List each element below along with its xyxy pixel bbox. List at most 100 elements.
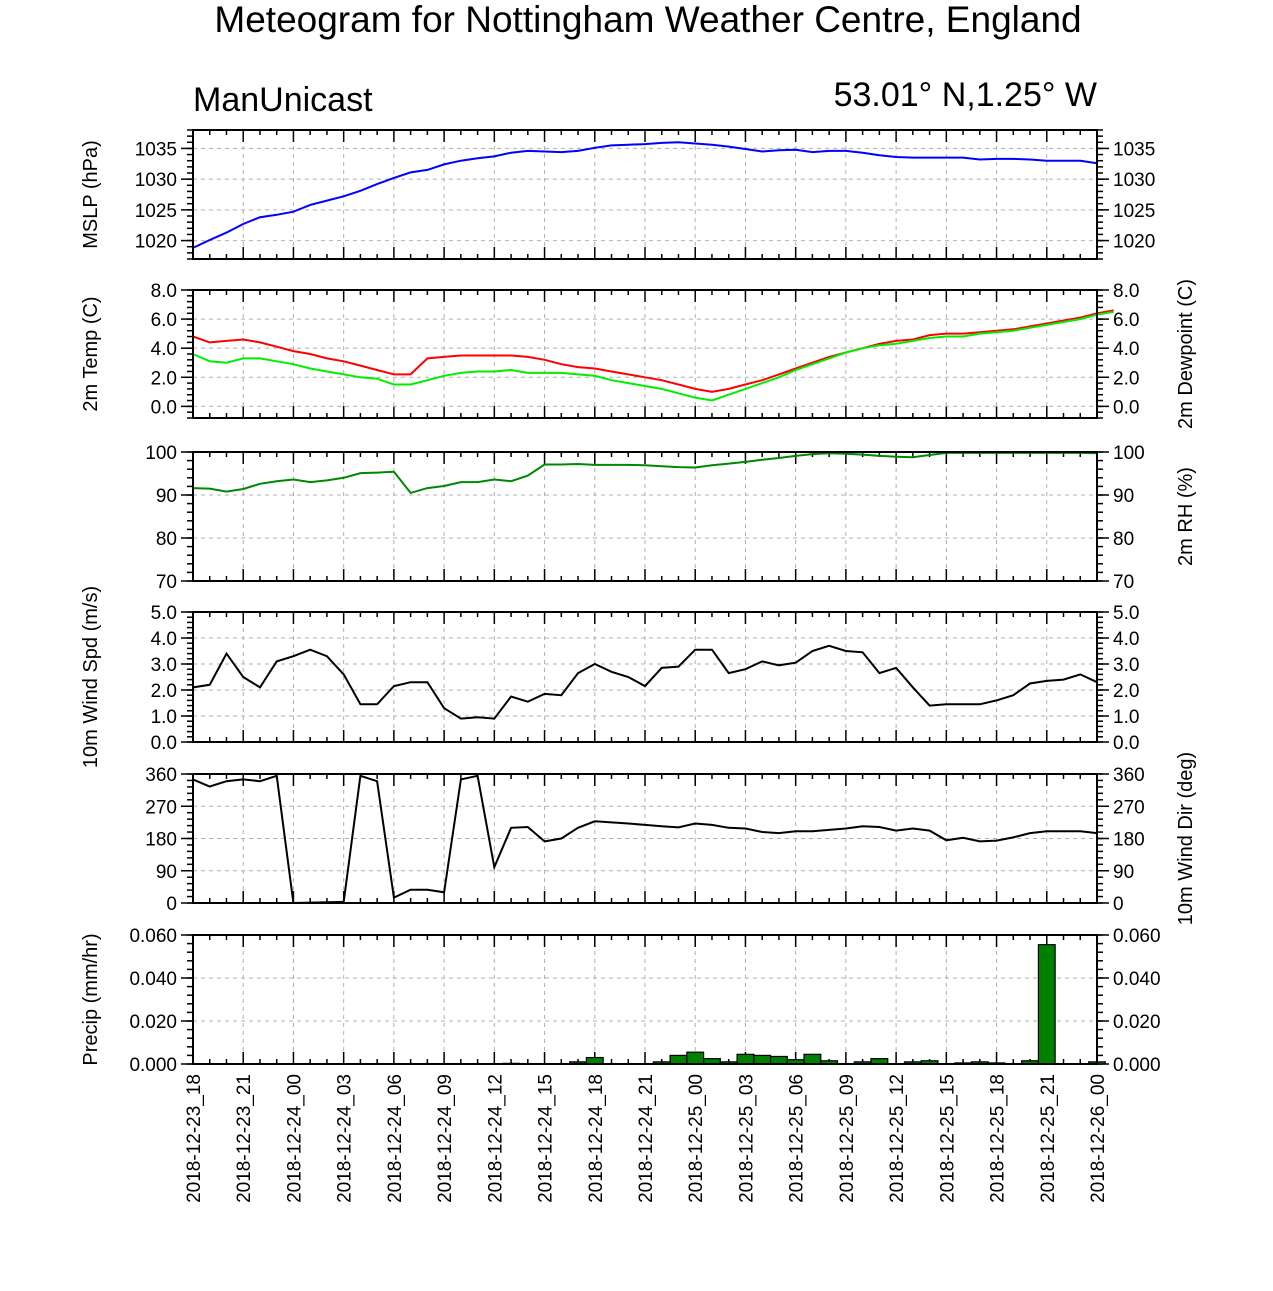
- y-tick-label-right: 80: [1113, 529, 1134, 550]
- x-tick-label: 2018-12-26_00: [1088, 1074, 1109, 1203]
- y-tick-label-right: 0.060: [1113, 926, 1161, 947]
- model-name: ManUnicast: [193, 81, 373, 119]
- y-tick-label: 2.0: [151, 368, 177, 389]
- x-tick-label: 2018-12-25_06: [787, 1074, 808, 1203]
- y-tick-label-right: 1035: [1113, 139, 1155, 160]
- y-tick-label-right: 90: [1113, 486, 1134, 507]
- panels: 1020 1020 1025 1025 1030 1030 1035 1035 MSLP (hP…: [80, 129, 1197, 1203]
- y-tick-label-right: 0.020: [1113, 1012, 1161, 1033]
- y-tick-label-right: 5.0: [1113, 603, 1139, 624]
- y-axis-label-right: 10m Wind Dir (deg): [1175, 752, 1197, 925]
- series-line-temp-0: [192, 309, 1114, 393]
- x-tick-label: 2018-12-24_18: [586, 1074, 607, 1203]
- y-tick-label-right: 100: [1113, 443, 1145, 464]
- series-line-wind_speed-0: [192, 644, 1098, 720]
- y-tick-label-right: 270: [1113, 797, 1145, 818]
- y-tick-label: 4.0: [151, 339, 177, 360]
- y-tick-label: 2.0: [151, 681, 177, 702]
- x-tick-label: 2018-12-25_09: [837, 1074, 858, 1203]
- y-tick-label: 90: [156, 862, 177, 883]
- y-tick-label: 0.060: [129, 926, 177, 947]
- y-tick-label: 5.0: [151, 603, 177, 624]
- x-tick-label: 2018-12-24_06: [385, 1074, 406, 1203]
- panel-wind_speed: 0.0 0.0 1.0 1.0 2.0 2.0 3.0 3.0 4.0 4.0 5.0 5.0 10m …: [80, 586, 1139, 768]
- y-tick-label: 360: [145, 765, 177, 786]
- x-tick-label: 2018-12-24_21: [636, 1074, 657, 1203]
- y-tick-label-right: 1020: [1113, 232, 1155, 253]
- y-tick-label-right: 6.0: [1113, 310, 1139, 331]
- y-tick-label-right: 90: [1113, 862, 1134, 883]
- y-tick-label: 3.0: [151, 655, 177, 676]
- precip-bar: [736, 1053, 755, 1065]
- y-axis-label-right: 2m Dewpoint (C): [1175, 279, 1197, 429]
- x-tick-label: 2018-12-24_09: [435, 1074, 456, 1203]
- series-line-mslp-0: [192, 141, 1098, 249]
- y-tick-label: 270: [145, 797, 177, 818]
- y-tick-label: 0.0: [151, 397, 177, 418]
- y-tick-label: 1025: [135, 201, 177, 222]
- y-tick-label-right: 1.0: [1113, 707, 1139, 728]
- y-tick-label: 180: [145, 830, 177, 851]
- x-tick-label: 2018-12-25_18: [988, 1074, 1009, 1203]
- y-tick-label-right: 360: [1113, 765, 1145, 786]
- x-tick-label: 2018-12-24_12: [485, 1074, 506, 1203]
- y-tick-label-right: 1030: [1113, 170, 1155, 191]
- y-tick-label: 1035: [135, 139, 177, 160]
- y-axis-label: 10m Wind Spd (m/s): [80, 586, 102, 768]
- y-axis-label: MSLP (hPa): [80, 140, 102, 249]
- y-tick-label: 0.0: [151, 733, 177, 754]
- y-tick-label-right: 0.000: [1113, 1055, 1161, 1076]
- x-tick-label: 2018-12-24_03: [335, 1074, 356, 1203]
- y-tick-label: 1.0: [151, 707, 177, 728]
- y-tick-label-right: 3.0: [1113, 655, 1139, 676]
- y-tick-label: 1030: [135, 170, 177, 191]
- panel-precip: 0.000 0.000 0.020 0.020 0.040 0.040 0.060 0.060…: [80, 926, 1161, 1076]
- x-tick-label: 2018-12-23_21: [234, 1074, 255, 1203]
- y-tick-label-right: 4.0: [1113, 629, 1139, 650]
- panel-wind_dir: 0 0 90 90 180 180 270 270 360 360 10m Wind Dir (de…: [145, 752, 1197, 925]
- precip-bar: [769, 1055, 788, 1065]
- y-tick-label-right: 0.040: [1113, 969, 1161, 990]
- location-coordinates: 53.01° N,1.25° W: [834, 76, 1097, 114]
- precip-bar: [753, 1054, 772, 1065]
- x-tick-label: 2018-12-25_00: [686, 1074, 707, 1203]
- y-tick-label: 0.000: [129, 1055, 177, 1076]
- y-tick-label-right: 4.0: [1113, 339, 1139, 360]
- panel-frame: [192, 773, 1098, 904]
- series-line-wind_dir-0: [192, 774, 1098, 905]
- panel-temp: 0.0 0.0 2.0 2.0 4.0 4.0 6.0 6.0 8.0 8.0 2m Temp (C…: [80, 279, 1197, 429]
- panel-frame: [192, 934, 1098, 1065]
- series-line-temp-1: [192, 310, 1114, 402]
- panel-mslp: 1020 1020 1025 1025 1030 1030 1035 1035 MSLP (hP…: [80, 129, 1155, 260]
- y-axis-label: 2m Temp (C): [80, 296, 102, 411]
- panel-frame: [192, 289, 1098, 419]
- x-tick-label: 2018-12-24_15: [536, 1074, 557, 1203]
- x-tick-label: 2018-12-25_15: [937, 1074, 958, 1203]
- panel-frame: [192, 129, 1098, 260]
- precip-bar: [669, 1054, 688, 1065]
- x-tick-label: 2018-12-25_12: [887, 1074, 908, 1203]
- y-tick-label-right: 70: [1113, 572, 1134, 593]
- precip-bar: [686, 1051, 705, 1065]
- y-tick-label: 0: [166, 894, 177, 915]
- y-tick-label: 0.020: [129, 1012, 177, 1033]
- y-tick-label: 6.0: [151, 310, 177, 331]
- y-tick-label: 8.0: [151, 281, 177, 302]
- y-tick-label: 1020: [135, 232, 177, 253]
- x-tick-label: 2018-12-25_21: [1038, 1074, 1059, 1203]
- y-tick-label-right: 2.0: [1113, 681, 1139, 702]
- y-tick-label: 80: [156, 529, 177, 550]
- y-axis-label-right: 2m RH (%): [1175, 467, 1197, 566]
- time-axis: 2018-12-23_18 2018-12-23_21 2018-12-24_00 2…: [184, 1074, 1109, 1203]
- x-tick-label: 2018-12-25_03: [736, 1074, 757, 1203]
- y-tick-label-right: 180: [1113, 830, 1145, 851]
- panel-frame: [192, 451, 1098, 582]
- y-tick-label: 0.040: [129, 969, 177, 990]
- y-tick-label-right: 0.0: [1113, 733, 1139, 754]
- panel-rh: 70 70 80 80 90 90 100 100 2m RH (%): [145, 443, 1197, 593]
- y-tick-label-right: 2.0: [1113, 368, 1139, 389]
- y-tick-label: 90: [156, 486, 177, 507]
- y-tick-label-right: 0.0: [1113, 397, 1139, 418]
- y-tick-label: 4.0: [151, 629, 177, 650]
